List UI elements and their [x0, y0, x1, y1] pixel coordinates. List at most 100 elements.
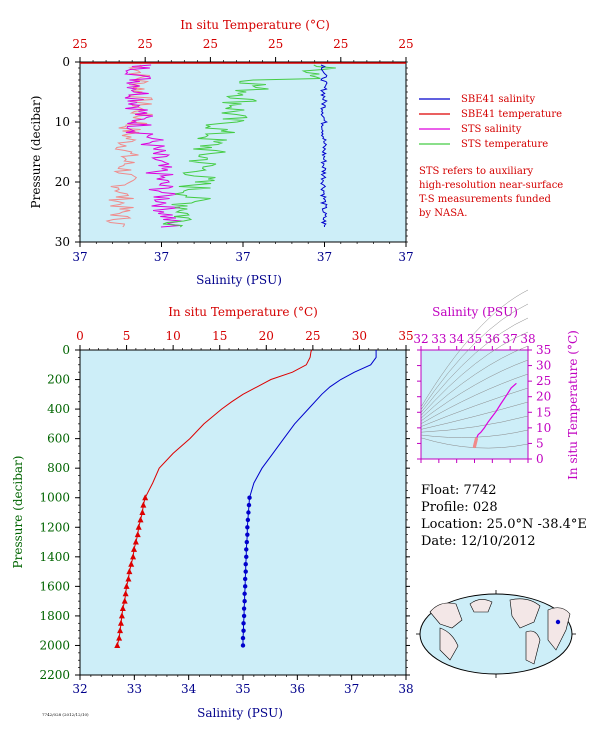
salinity-point: [242, 598, 247, 604]
world-map: [416, 590, 576, 678]
temperature-point: [130, 553, 137, 560]
ts-temp-tick-label: 25: [536, 374, 551, 388]
salinity-point: [241, 621, 246, 626]
salinity-point: [242, 576, 248, 582]
density-contour: [420, 401, 529, 430]
legend-label-sts-temperature: STS temperature: [461, 139, 548, 150]
main-salinity-tick-label: 35: [235, 682, 250, 696]
temperature-point: [125, 575, 132, 582]
top-temp-tick-label: 25: [72, 37, 87, 51]
main-pressure-ticks: 0 200 400 600 800 1000 1200 1400 1600 1800 2000 220…: [39, 343, 410, 682]
salinity-point: [246, 502, 252, 508]
temperature-point: [117, 627, 124, 634]
ts-chart: Salinity (PSU) 32 33 34 35 36 37 38 0510152025…: [413, 289, 580, 480]
ts-salinity-tick-label: 35: [467, 332, 482, 346]
salinity-point: [246, 510, 251, 515]
top-temp-tick-label: 25: [203, 37, 218, 51]
ts-temp-axis-label: In situ Temperature (°C): [566, 330, 580, 480]
top-sbe41-temperature-line: [105, 64, 154, 228]
ts-deep-point: [474, 437, 478, 441]
density-contour: [420, 289, 529, 408]
legend-label-sbe41-temperature: SBE41 temperature: [461, 109, 562, 120]
main-temp-ticks: 0 5 10 15 20 25 30 35: [76, 329, 414, 350]
main-salinity-tick-label: 36: [290, 682, 305, 696]
map-ticks: [416, 590, 576, 678]
main-pressure-tick-label: 1600: [39, 579, 70, 593]
top-temp-ticks: 25 25 25 25 25 25: [72, 37, 414, 62]
temperature-point: [116, 634, 123, 641]
main-temp-tick-label: 30: [352, 329, 367, 343]
location: Location: 25.0°N -38.4°E: [421, 517, 587, 532]
main-salinity-tick-label: 37: [344, 682, 359, 696]
ts-salinity-tick-label: 32: [413, 332, 428, 346]
main-pressure-tick-label: 1800: [39, 609, 70, 623]
map-land-north-america: [509, 598, 541, 629]
ts-density-contours: [420, 289, 529, 449]
salinity-point: [244, 547, 249, 552]
ts-temp-tick-label: 15: [536, 405, 551, 419]
main-salinity-tick-label: 32: [72, 682, 87, 696]
main-salinity-tick-label: 34: [181, 682, 197, 696]
note-line-4: by NASA.: [419, 208, 467, 219]
main-pressure-tick-label: 400: [47, 402, 70, 416]
main-salinity-tick-label: 33: [127, 682, 142, 696]
density-contour: [420, 317, 529, 413]
top-temp-axis-label: In situ Temperature (°C): [180, 18, 330, 32]
salinity-profile-line: [242, 350, 377, 646]
float-id: Float: 7742: [421, 483, 497, 498]
main-temp-tick-label: 20: [259, 329, 274, 343]
density-contour: [420, 415, 529, 433]
date: Date: 12/10/2012: [421, 534, 536, 549]
top-salinity-tick-label: 37: [235, 250, 250, 264]
main-salinity-axis-label: Salinity (PSU): [197, 706, 283, 720]
ts-series: [472, 382, 517, 449]
main-pressure-tick-label: 600: [47, 432, 70, 446]
main-pressure-axis-label: Pressure (decibar): [11, 456, 25, 569]
main-pressure-tick-label: 200: [47, 373, 70, 387]
note-line-3: T-S measurements funded: [419, 194, 551, 205]
ts-salinity-axis-label: Salinity (PSU): [432, 305, 518, 319]
main-temp-tick-label: 25: [305, 329, 320, 343]
top-sts-salinity-line: [124, 64, 182, 228]
salinity-point: [243, 569, 248, 574]
salinity-point: [245, 532, 250, 537]
top-salinity-tick-label: 37: [317, 250, 332, 264]
density-contour: [420, 429, 529, 438]
main-temp-axis-label: In situ Temperature (°C): [168, 305, 318, 319]
ts-salinity-tick-label: 34: [449, 332, 465, 346]
temperature-point: [118, 612, 125, 619]
density-contour: [420, 373, 529, 425]
main-salinity-ticks: 32 33 34 35 36 37 38: [72, 675, 414, 696]
top-pressure-tick-label: 30: [55, 235, 70, 249]
ts-temp-tick-label: 5: [536, 436, 544, 450]
map-land-arctic: [469, 599, 493, 613]
note-line-2: high-resolution near-surface: [419, 180, 563, 191]
ts-salinity-tick-label: 37: [503, 332, 518, 346]
top-temp-tick-label: 25: [138, 37, 153, 51]
main-pressure-tick-label: 800: [47, 461, 70, 475]
map-land-australia: [439, 627, 459, 661]
map-land-south-america: [525, 630, 541, 665]
temperature-point: [123, 582, 130, 589]
float-info: Float: 7742 Profile: 028 Location: 25.0°…: [421, 483, 587, 549]
temperature-point: [142, 494, 149, 501]
ts-temp-tick-label: 20: [536, 390, 551, 404]
density-contour: [420, 387, 529, 427]
footer-id: 7742/028 (2012/12/10): [42, 712, 89, 717]
ts-temp-tick-label: 0: [536, 452, 544, 466]
ts-temp-tick-label: 10: [536, 421, 551, 435]
ts-salinity-tick-label: 38: [520, 332, 535, 346]
salinity-point: [244, 554, 249, 560]
salinity-point: [242, 584, 248, 589]
main-temp-tick-label: 5: [123, 329, 131, 343]
main-pressure-tick-label: 1400: [39, 550, 70, 564]
top-temp-tick-label: 25: [398, 37, 413, 51]
top-salinity-tick-label: 37: [72, 250, 87, 264]
main-pressure-tick-label: 2000: [39, 638, 70, 652]
temperature-point: [122, 590, 129, 597]
top-note: STS refers to auxiliary high-resolution …: [419, 166, 563, 219]
map-land-africa-europe: [547, 607, 571, 651]
temperature-point: [121, 597, 128, 604]
main-temp-tick-label: 0: [76, 329, 84, 343]
top-pressure-axis-label: Pressure (decibar): [29, 96, 43, 209]
